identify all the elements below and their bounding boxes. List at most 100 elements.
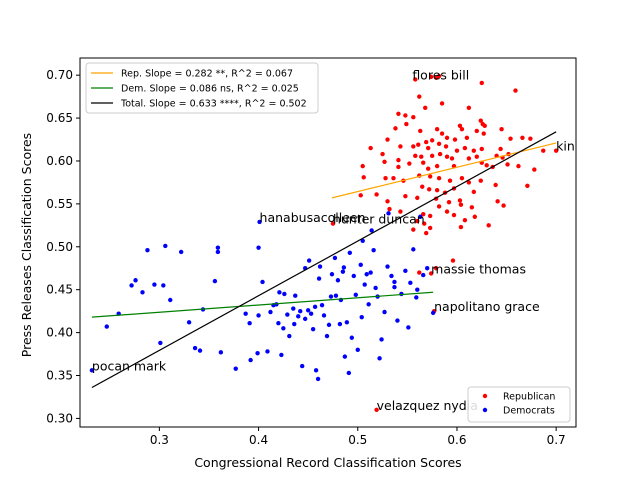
republican-point [426, 187, 432, 192]
democrat-point [129, 283, 134, 288]
republican-point [434, 127, 440, 132]
democrat-point [317, 264, 323, 269]
democrat-point [268, 309, 273, 315]
republican-point [419, 154, 424, 159]
plot-content: flores bill king steve hanabusacolleenhunt… [89, 67, 576, 413]
democrat-point [281, 326, 286, 331]
democrat-point [279, 352, 284, 358]
democrat-point [368, 270, 373, 275]
y-tick-label: 0.50 [46, 240, 73, 254]
democrat-point [418, 214, 423, 219]
republican-point [424, 139, 429, 145]
democrat-point [291, 306, 296, 311]
y-tick-label: 0.45 [46, 283, 73, 297]
republican-point [391, 175, 396, 181]
democrat-point [425, 266, 430, 271]
republican-point [479, 146, 484, 152]
democrat-point [355, 347, 360, 352]
republican-point [459, 175, 465, 181]
republican-point [422, 221, 427, 226]
democrat-point [321, 313, 327, 318]
democrat-point [247, 320, 252, 326]
democrat-point [366, 302, 371, 307]
republican-point [457, 198, 463, 203]
republican-point [472, 214, 478, 219]
republican-point [358, 193, 363, 198]
republican-point [480, 121, 485, 127]
democrat-point [161, 283, 166, 288]
republican-point [374, 407, 379, 413]
democrat-point [163, 243, 168, 249]
republican-point [479, 80, 484, 86]
republican-point [464, 135, 470, 141]
democrat-point [403, 268, 408, 274]
republican-point [462, 217, 468, 223]
democrat-point [351, 273, 356, 279]
republican-point [474, 154, 479, 159]
republican-point [425, 145, 431, 151]
democrat-point [305, 308, 311, 313]
democrat-point [324, 333, 330, 339]
republican-point [415, 218, 420, 224]
dem-fit-line [91, 291, 434, 318]
republican-point [439, 101, 445, 106]
democrat-point [353, 292, 358, 298]
republican-point [454, 148, 460, 153]
y-tick-label: 0.35 [46, 369, 73, 383]
x-axis-label: Congressional Record Classification Scor… [194, 455, 461, 470]
democrat-point [349, 335, 355, 340]
democrat-point [212, 278, 218, 284]
republican-point [423, 105, 428, 110]
fit-legend: Rep. Slope = 0.282 **, R^2 = 0.067 Dem. S… [85, 62, 319, 114]
republican-point [427, 174, 433, 179]
democrat-point [215, 245, 221, 250]
democrat-point [421, 272, 426, 278]
democrat-point [395, 318, 400, 323]
republican-point [457, 123, 463, 128]
republican-point [428, 74, 434, 80]
republican-point [439, 131, 445, 136]
republican-point [398, 209, 403, 214]
republican-point [436, 141, 442, 147]
democrat-point [379, 337, 384, 342]
republican-point [380, 151, 385, 157]
republican-point [404, 121, 409, 127]
republican-point [368, 145, 373, 151]
democrat-point [328, 294, 334, 299]
democrat-point [243, 311, 248, 316]
republican-point [411, 115, 416, 120]
democrat-point [382, 309, 387, 315]
democrat-point [340, 269, 346, 274]
republican-point [495, 199, 500, 204]
democrat-point [197, 348, 203, 353]
point-annotation: hunter duncan [333, 212, 425, 227]
republican-point [417, 94, 422, 99]
democrat-point [312, 304, 318, 310]
democrat-point [359, 314, 364, 320]
democrat-point [333, 293, 339, 298]
republican-point [382, 159, 387, 165]
republican-point [478, 118, 483, 123]
republican-point [361, 175, 366, 180]
democrat-point [296, 314, 301, 319]
democrat-point [168, 297, 173, 303]
republican-point [433, 266, 439, 271]
democrat-point [308, 311, 314, 316]
republican-point [415, 195, 420, 201]
republican-point [481, 131, 486, 136]
republican-point [425, 166, 431, 171]
republican-point [505, 162, 510, 167]
republican-point [383, 175, 388, 181]
x-tick-label: 0.7 [547, 433, 566, 447]
democrat-point [140, 290, 145, 295]
republican-point [428, 271, 434, 276]
republican-point [374, 192, 379, 197]
democrat-point [408, 280, 413, 286]
democrat-point [362, 282, 367, 287]
republican-point [396, 164, 401, 170]
republican-point [458, 224, 464, 230]
republican-point [385, 199, 390, 204]
points-legend: Republican Democrats [467, 386, 571, 423]
republican-point [418, 128, 423, 134]
democrat-point [347, 250, 353, 255]
